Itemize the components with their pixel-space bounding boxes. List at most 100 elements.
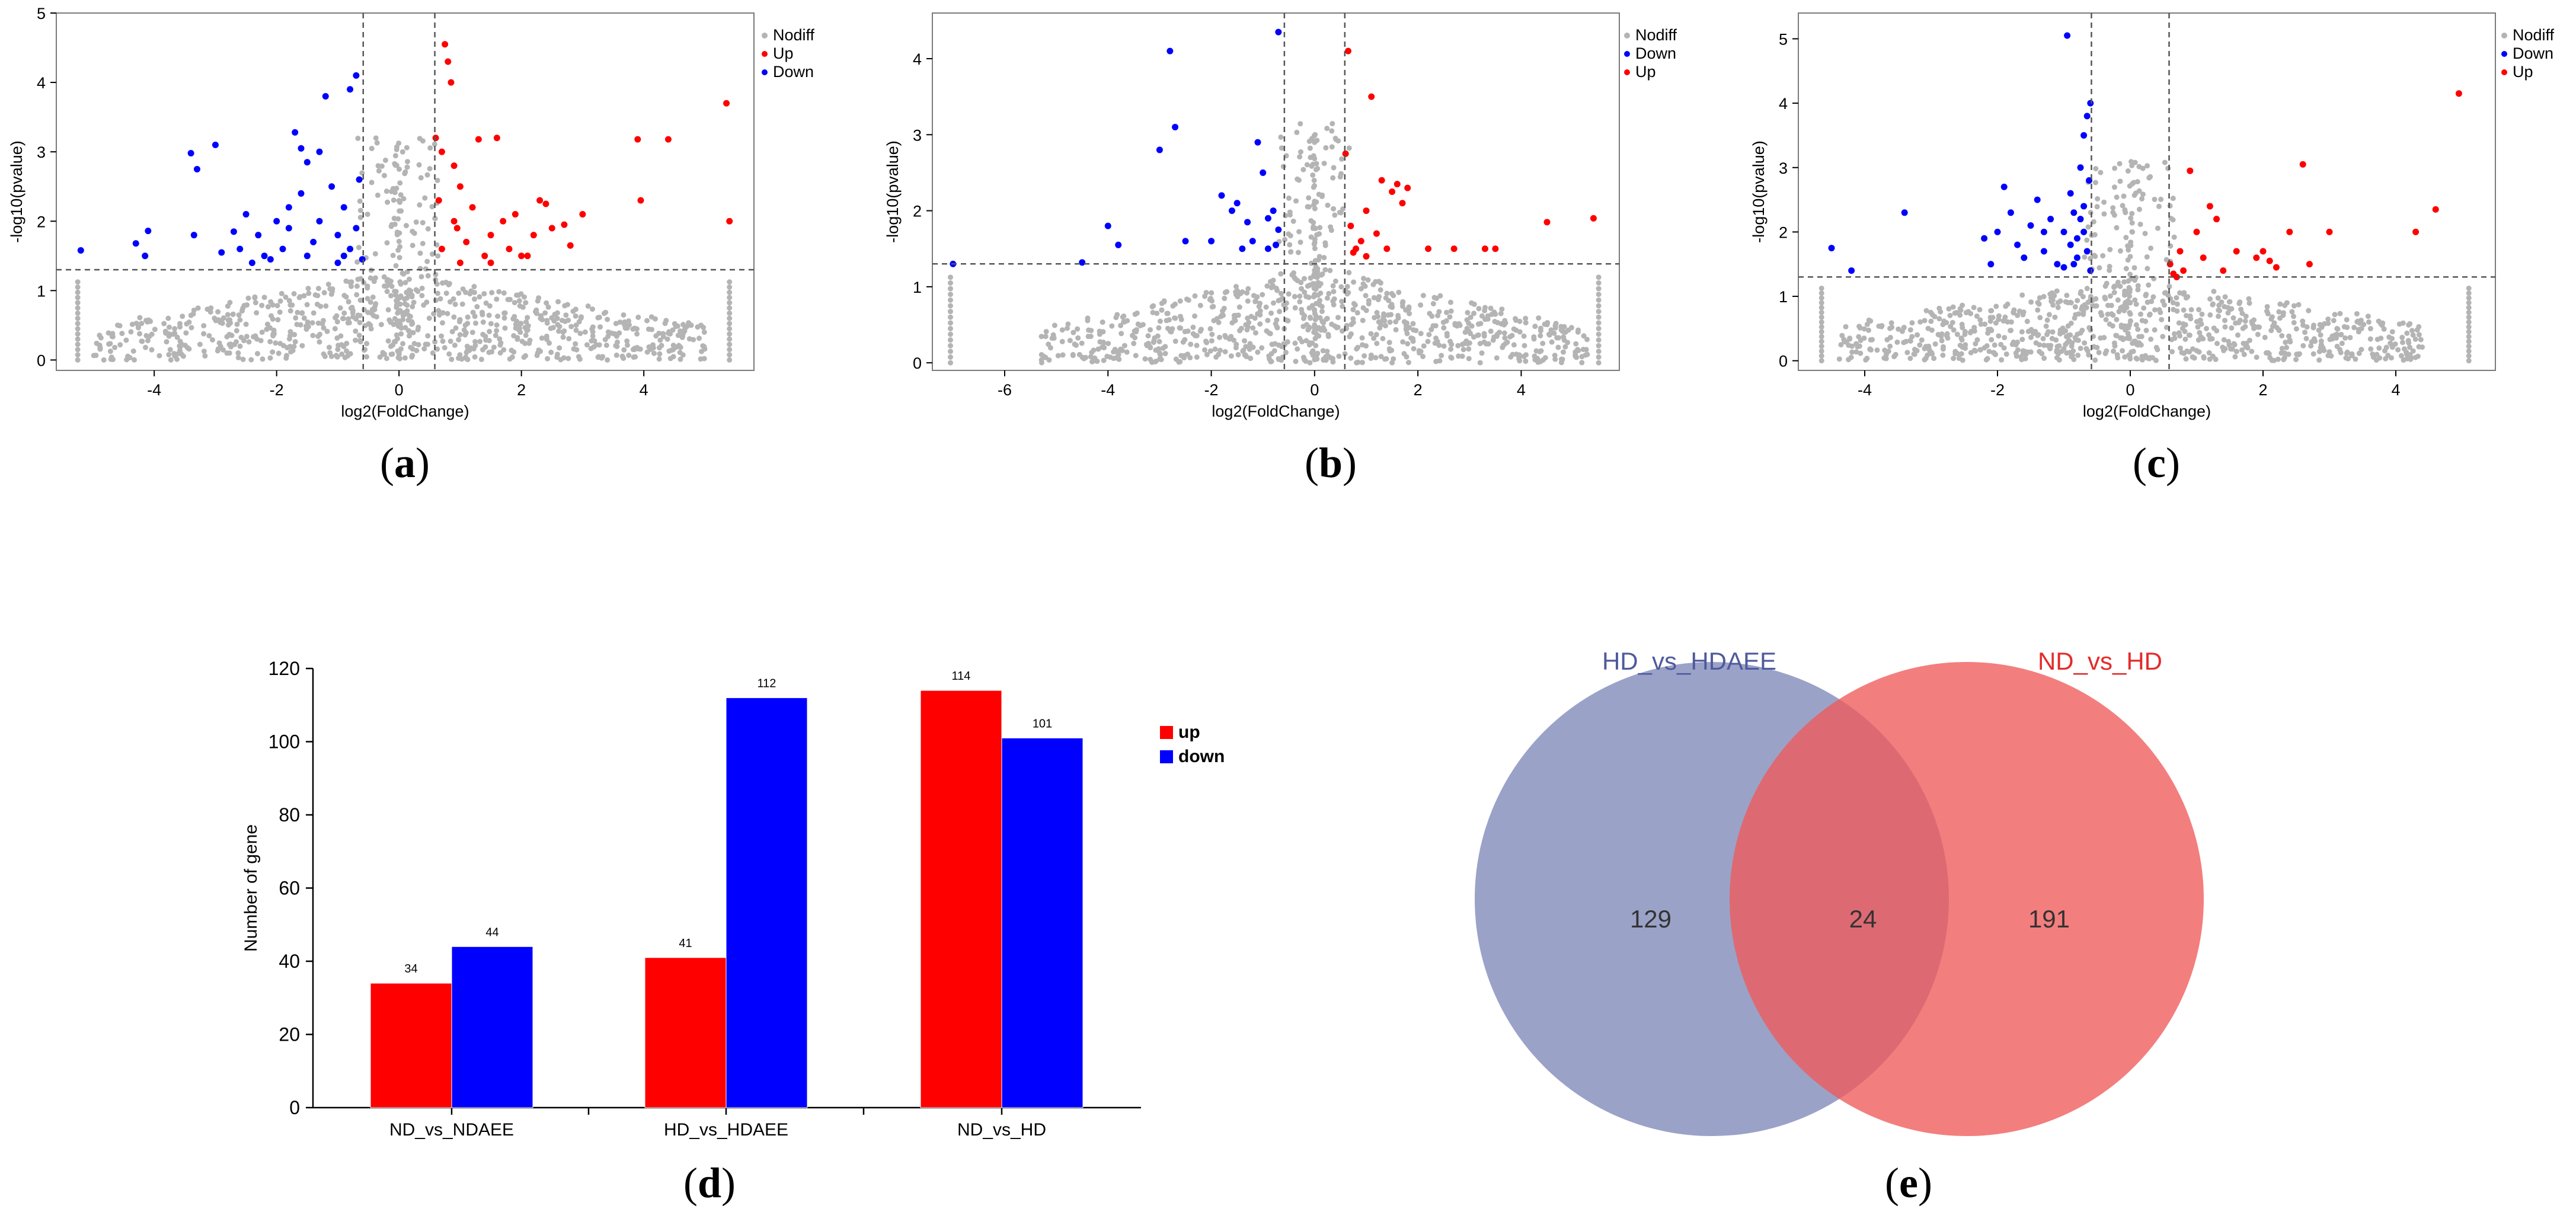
nodiff-point <box>597 324 603 330</box>
nodiff-point <box>1330 283 1336 289</box>
nodiff-point <box>382 157 388 163</box>
nodiff-point <box>727 326 733 332</box>
down-point <box>142 252 149 260</box>
nodiff-point <box>2138 342 2144 348</box>
nodiff-point <box>446 351 452 357</box>
up-point <box>1378 177 1385 184</box>
nodiff-point <box>2416 332 2422 338</box>
nodiff-point <box>1207 348 1213 354</box>
nodiff-point <box>666 348 672 354</box>
nodiff-point <box>1951 327 1957 333</box>
nodiff-point <box>427 145 433 151</box>
nodiff-point <box>474 304 480 310</box>
nodiff-point <box>311 310 317 316</box>
nodiff-point <box>1245 286 1251 292</box>
nodiff-point <box>948 337 953 343</box>
nodiff-point <box>477 294 482 300</box>
nodiff-point <box>1573 341 1579 347</box>
nodiff-point <box>2201 355 2207 361</box>
nodiff-point <box>1959 321 1965 327</box>
nodiff-point <box>2188 307 2194 313</box>
nodiff-point <box>399 270 405 276</box>
nodiff-point <box>1121 343 1127 348</box>
nodiff-point <box>75 352 81 358</box>
bar-value-label: 112 <box>758 677 776 690</box>
nodiff-point <box>2211 289 2217 295</box>
nodiff-point <box>1238 325 1244 331</box>
nodiff-point <box>1190 324 1196 330</box>
nodiff-point <box>2339 340 2345 346</box>
nodiff-point <box>2120 203 2126 209</box>
nodiff-point <box>698 322 704 328</box>
nodiff-point <box>2126 247 2131 253</box>
nodiff-point <box>106 330 111 336</box>
nodiff-point <box>2019 292 2025 298</box>
nodiff-point <box>241 338 247 344</box>
nodiff-point <box>339 351 345 357</box>
nodiff-point <box>566 335 572 341</box>
nodiff-point <box>1383 323 1389 329</box>
nodiff-point <box>353 337 359 343</box>
nodiff-point <box>1847 335 1853 341</box>
nodiff-point <box>1502 335 1508 341</box>
up-point <box>450 162 458 169</box>
nodiff-point <box>2206 332 2212 338</box>
nodiff-point <box>677 344 683 350</box>
nodiff-point <box>2317 322 2323 328</box>
nodiff-point <box>264 321 270 327</box>
down-point <box>2027 222 2034 229</box>
nodiff-point <box>328 291 334 297</box>
nodiff-point <box>1554 335 1560 341</box>
nodiff-point <box>420 138 426 144</box>
nodiff-point <box>2055 300 2061 306</box>
nodiff-point <box>2249 348 2255 354</box>
down-point <box>2040 228 2047 235</box>
nodiff-point <box>1268 351 1274 357</box>
up-point <box>634 136 641 143</box>
nodiff-point <box>2110 205 2116 211</box>
up-point <box>435 197 442 204</box>
up-point <box>1363 253 1370 260</box>
nodiff-point <box>254 351 260 357</box>
nodiff-point <box>2182 336 2188 342</box>
nodiff-point <box>1952 310 1958 316</box>
nodiff-point <box>1323 145 1329 151</box>
nodiff-point <box>2114 316 2120 322</box>
nodiff-point <box>149 347 155 353</box>
bar-down <box>1001 737 1084 1108</box>
nodiff-point <box>2282 350 2288 356</box>
nodiff-point <box>1190 331 1196 337</box>
legend-label: down <box>1178 747 1225 766</box>
nodiff-point <box>1304 162 1310 168</box>
down-point <box>187 150 194 157</box>
nodiff-point <box>403 223 409 229</box>
nodiff-point <box>1207 326 1213 332</box>
nodiff-point <box>410 330 416 335</box>
nodiff-point <box>2085 224 2091 230</box>
nodiff-point <box>2264 303 2270 309</box>
nodiff-point <box>501 315 507 321</box>
nodiff-point <box>948 348 953 354</box>
nodiff-point <box>411 341 417 347</box>
nodiff-point <box>2049 335 2055 341</box>
nodiff-point <box>589 326 595 332</box>
nodiff-point <box>2209 336 2215 342</box>
nodiff-point <box>1303 293 1309 299</box>
nodiff-point <box>106 341 112 347</box>
nodiff-point <box>270 331 276 337</box>
nodiff-point <box>2181 321 2187 327</box>
nodiff-point <box>1573 353 1578 359</box>
nodiff-point <box>2271 357 2277 363</box>
nodiff-point <box>1907 356 1913 362</box>
down-point <box>1115 241 1122 248</box>
nodiff-point <box>1132 335 1138 341</box>
nodiff-point <box>480 347 486 353</box>
nodiff-point <box>472 296 478 302</box>
nodiff-point <box>1089 359 1095 364</box>
nodiff-point <box>419 293 425 299</box>
nodiff-point <box>1270 300 1276 306</box>
nodiff-point <box>448 338 453 344</box>
down-point <box>303 159 311 166</box>
nodiff-point <box>239 308 245 314</box>
nodiff-point <box>2111 348 2117 354</box>
